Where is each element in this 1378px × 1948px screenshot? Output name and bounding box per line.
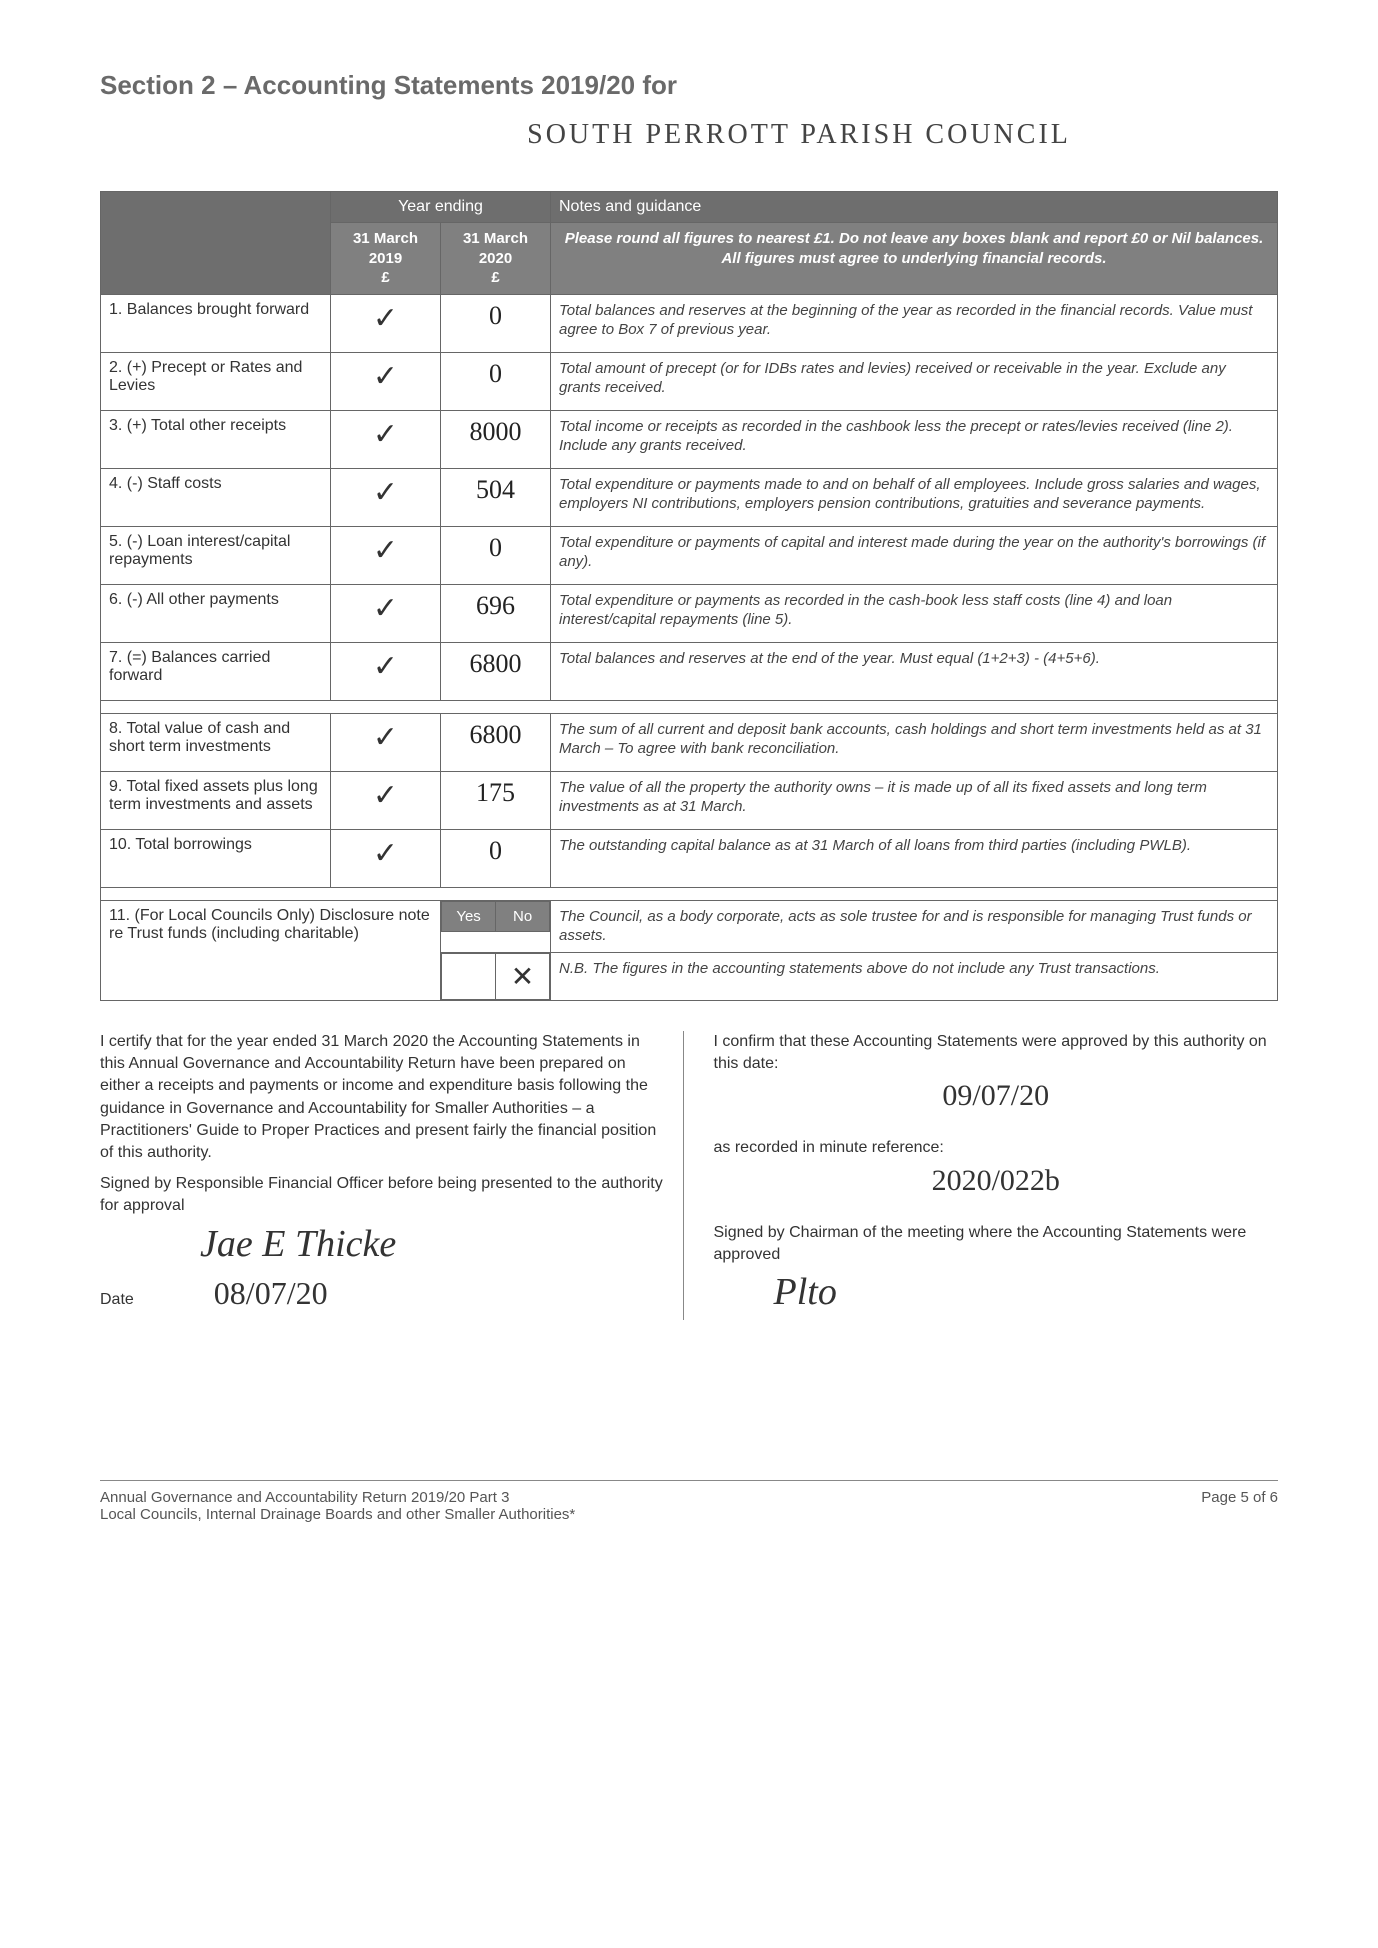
value-2019: ✓ xyxy=(331,468,441,526)
row-guidance: Total balances and reserves at the end o… xyxy=(551,642,1278,700)
cert-signed-label: Signed by Responsible Financial Officer … xyxy=(100,1173,665,1218)
value-2019: ✓ xyxy=(331,829,441,887)
row11-note1: The Council, as a body corporate, acts a… xyxy=(551,900,1278,952)
row-label: 2. (+) Precept or Rates and Levies xyxy=(101,352,331,410)
footer-line1: Annual Governance and Accountability Ret… xyxy=(100,1489,575,1506)
value-2019: ✓ xyxy=(331,642,441,700)
row11-label: 11. (For Local Councils Only) Disclosure… xyxy=(101,900,441,1000)
row-guidance: Total amount of precept (or for IDBs rat… xyxy=(551,352,1278,410)
footer-left: Annual Governance and Accountability Ret… xyxy=(100,1489,575,1523)
table-row: 2. (+) Precept or Rates and Levies ✓ 0 T… xyxy=(101,352,1278,410)
table-row: 9. Total fixed assets plus long term inv… xyxy=(101,771,1278,829)
value-2019: ✓ xyxy=(331,771,441,829)
row-label: 6. (-) All other payments xyxy=(101,584,331,642)
footer-divider xyxy=(100,1480,1278,1481)
header-row-1: Year ending Notes and guidance xyxy=(101,192,1278,223)
chairman-signed-label: Signed by Chairman of the meeting where … xyxy=(714,1222,1279,1267)
value-2020: 696 xyxy=(441,584,551,642)
rfo-signature: Jae E Thicke xyxy=(200,1223,396,1265)
value-2020: 175 xyxy=(441,771,551,829)
row-guidance: The value of all the property the author… xyxy=(551,771,1278,829)
notes-header: Notes and guidance xyxy=(551,192,1278,223)
table-row: 1. Balances brought forward ✓ 0 Total ba… xyxy=(101,294,1278,352)
table-row: 7. (=) Balances carried forward ✓ 6800 T… xyxy=(101,642,1278,700)
table-row: 10. Total borrowings ✓ 0 The outstanding… xyxy=(101,829,1278,887)
yes-cell xyxy=(442,953,496,999)
value-2020: 0 xyxy=(441,829,551,887)
table-row: 4. (-) Staff costs ✓ 504 Total expenditu… xyxy=(101,468,1278,526)
col-2019-header: 31 March 2019 £ xyxy=(331,223,441,295)
col-2020-header: 31 March 2020 £ xyxy=(441,223,551,295)
value-2020: 0 xyxy=(441,526,551,584)
no-header: No xyxy=(496,901,550,931)
authority-name-handwritten: SOUTH PERROTT PARISH COUNCIL xyxy=(320,119,1278,151)
value-2019: ✓ xyxy=(331,526,441,584)
row-guidance: Total expenditure or payments made to an… xyxy=(551,468,1278,526)
row-label: 4. (-) Staff costs xyxy=(101,468,331,526)
no-cell-mark: ✕ xyxy=(496,953,550,999)
value-2019: ✓ xyxy=(331,352,441,410)
row-guidance: The outstanding capital balance as at 31… xyxy=(551,829,1278,887)
rfo-date: 08/07/20 xyxy=(214,1271,328,1316)
value-2020: 0 xyxy=(441,294,551,352)
row-guidance: Total expenditure or payments as recorde… xyxy=(551,584,1278,642)
date-label: Date xyxy=(100,1289,134,1311)
approval-text: I confirm that these Accounting Statemen… xyxy=(714,1031,1279,1076)
row-label: 9. Total fixed assets plus long term inv… xyxy=(101,771,331,829)
cert-right-column: I confirm that these Accounting Statemen… xyxy=(704,1031,1279,1320)
certification-block: I certify that for the year ended 31 Mar… xyxy=(100,1031,1278,1320)
row-label: 10. Total borrowings xyxy=(101,829,331,887)
cert-left-column: I certify that for the year ended 31 Mar… xyxy=(100,1031,684,1320)
table-row: 8. Total value of cash and short term in… xyxy=(101,713,1278,771)
value-2020: 6800 xyxy=(441,713,551,771)
row-guidance: Total income or receipts as recorded in … xyxy=(551,410,1278,468)
row-guidance: The sum of all current and deposit bank … xyxy=(551,713,1278,771)
page-number: Page 5 of 6 xyxy=(1201,1489,1278,1523)
row-11-header: 11. (For Local Councils Only) Disclosure… xyxy=(101,900,1278,952)
section-title: Section 2 – Accounting Statements 2019/2… xyxy=(100,70,1278,101)
table-row: 6. (-) All other payments ✓ 696 Total ex… xyxy=(101,584,1278,642)
row11-note2: N.B. The figures in the accounting state… xyxy=(551,952,1278,1000)
value-2019: ✓ xyxy=(331,410,441,468)
table-row: 5. (-) Loan interest/capital repayments … xyxy=(101,526,1278,584)
chairman-signature: Plto xyxy=(774,1271,837,1313)
yes-header: Yes xyxy=(442,901,496,931)
value-2020: 6800 xyxy=(441,642,551,700)
document-page: Section 2 – Accounting Statements 2019/2… xyxy=(0,0,1378,1583)
minute-reference: 2020/022b xyxy=(714,1160,1279,1202)
value-2019: ✓ xyxy=(331,584,441,642)
approval-date: 09/07/20 xyxy=(714,1075,1279,1117)
year-ending-header: Year ending xyxy=(331,192,551,223)
value-2020: 0 xyxy=(441,352,551,410)
row-label: 5. (-) Loan interest/capital repayments xyxy=(101,526,331,584)
value-2020: 8000 xyxy=(441,410,551,468)
table-row: 3. (+) Total other receipts ✓ 8000 Total… xyxy=(101,410,1278,468)
row-guidance: Total balances and reserves at the begin… xyxy=(551,294,1278,352)
minute-ref-label: as recorded in minute reference: xyxy=(714,1137,1279,1159)
row-label: 3. (+) Total other receipts xyxy=(101,410,331,468)
row-label: 8. Total value of cash and short term in… xyxy=(101,713,331,771)
cert-text: I certify that for the year ended 31 Mar… xyxy=(100,1031,665,1165)
page-footer: Annual Governance and Accountability Ret… xyxy=(100,1489,1278,1523)
value-2020: 504 xyxy=(441,468,551,526)
accounting-table: Year ending Notes and guidance 31 March … xyxy=(100,191,1278,1001)
row-guidance: Total expenditure or payments of capital… xyxy=(551,526,1278,584)
notes-guidance-header: Please round all figures to nearest £1. … xyxy=(551,223,1278,295)
value-2019: ✓ xyxy=(331,294,441,352)
row-label: 1. Balances brought forward xyxy=(101,294,331,352)
row-label: 7. (=) Balances carried forward xyxy=(101,642,331,700)
footer-line2: Local Councils, Internal Drainage Boards… xyxy=(100,1506,575,1523)
value-2019: ✓ xyxy=(331,713,441,771)
